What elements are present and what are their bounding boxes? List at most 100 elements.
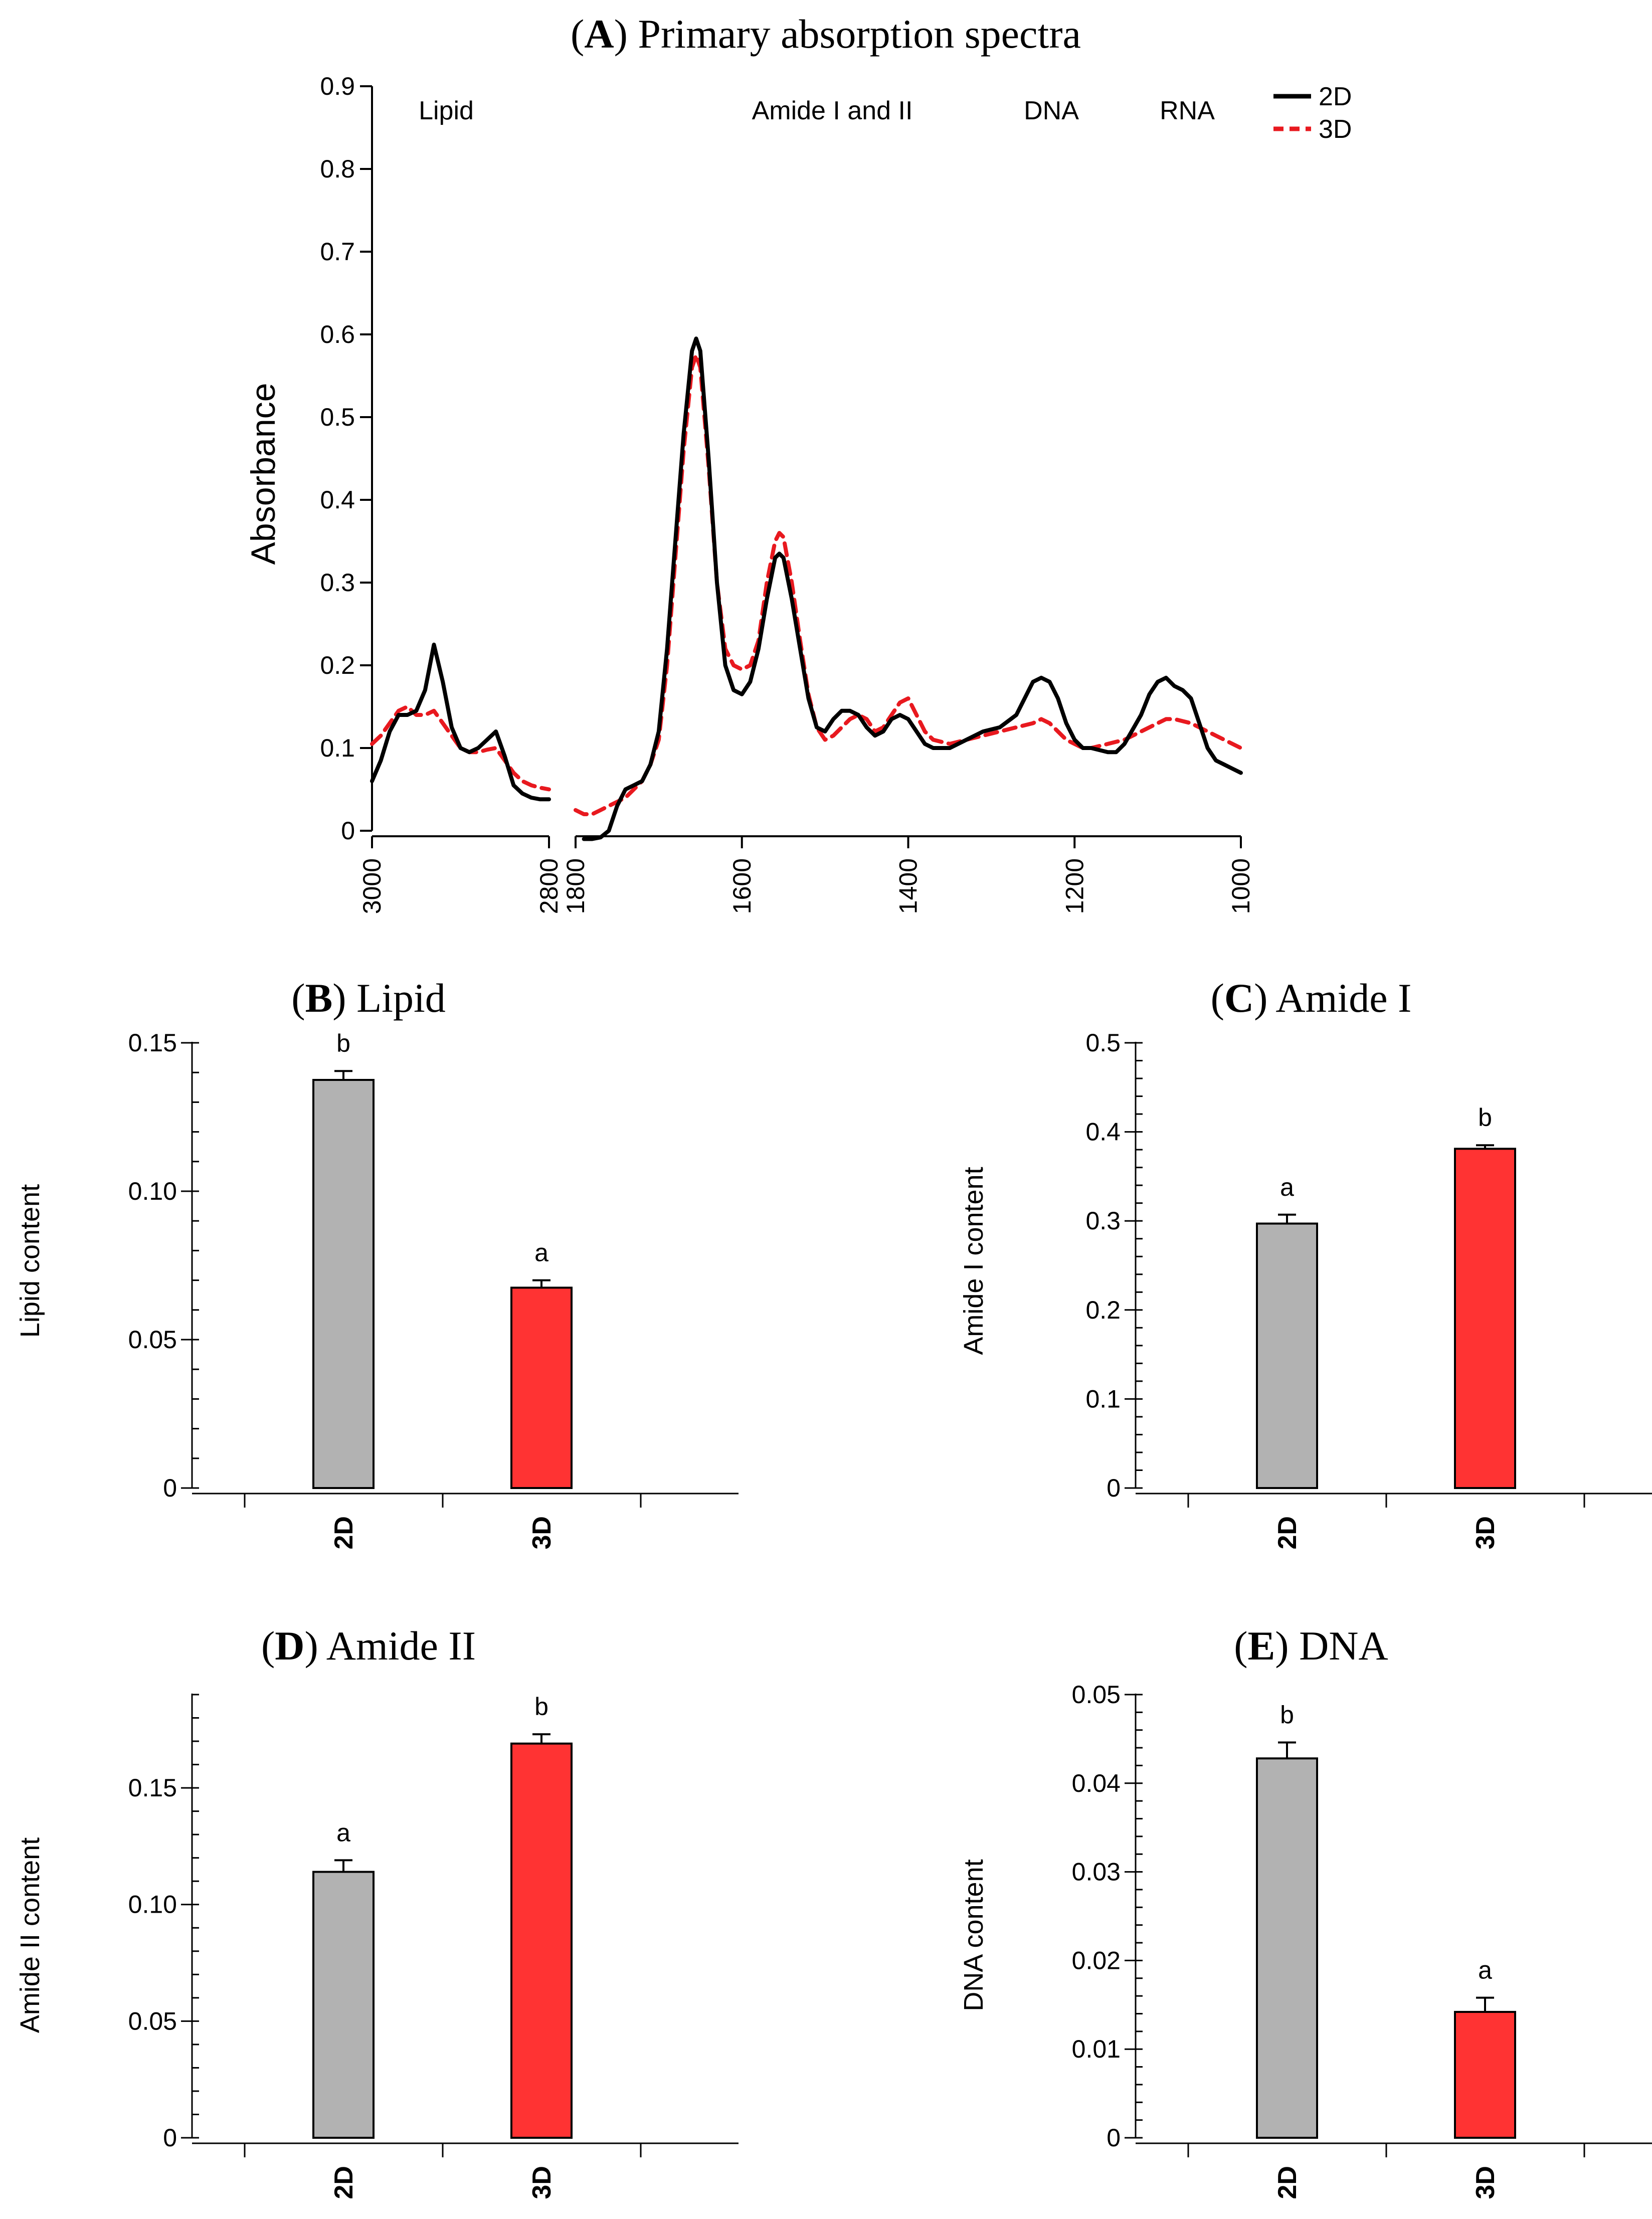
panel-a-absorption-spectra: (A) Primary absorption spectra Absorbanc… (244, 11, 1352, 914)
x-category-label: 3D (1471, 2166, 1500, 2199)
series-line-2d-segment-2 (582, 336, 1243, 841)
significance-letter: b (534, 1693, 548, 1721)
significance-letter: a (1280, 1173, 1294, 1201)
y-tick-label: 0.7 (320, 238, 355, 266)
panel-d-letter: D (275, 1623, 304, 1669)
panel-c-y-axis-label: Amide I content (959, 1167, 989, 1355)
x-tick-label: 1200 (1060, 858, 1088, 914)
panel-a-y-ticks: 0 0.1 0.2 0.3 0.4 0.5 0.6 0.7 0.8 0.9 (320, 72, 372, 845)
x-tick-label: 1000 (1227, 858, 1255, 914)
y-tick-label: 0.04 (1072, 1769, 1121, 1797)
panel-e-letter: E (1248, 1623, 1275, 1669)
panel-b-title: (B) Lipid (291, 975, 445, 1021)
region-label-dna: DNA (1024, 96, 1079, 125)
bar-2d (312, 1871, 375, 2139)
y-tick-label: 0.15 (128, 1774, 177, 1802)
y-tick-label: 0 (163, 1474, 177, 1502)
panel-e-title-text: DNA (1289, 1623, 1388, 1669)
x-category-label: 3D (1471, 1516, 1500, 1549)
panel-c-letter: C (1224, 975, 1254, 1021)
bar-3d (510, 1742, 573, 2139)
x-category-label: 2D (1273, 1516, 1302, 1549)
y-tick-label: 0.2 (1085, 1296, 1121, 1324)
y-tick-label: 0.10 (128, 1177, 177, 1205)
x-category-label: 3D (527, 1516, 557, 1549)
y-tick-label: 0.9 (320, 72, 355, 100)
panel-c-amide-i: (C) Amide I Amide I content 0 0.1 0.2 0.3 0.… (959, 975, 1652, 1549)
y-tick-label: 0.5 (1085, 1029, 1121, 1057)
bar-2d (1256, 1222, 1318, 1490)
y-tick-label: 0.02 (1072, 1946, 1121, 1974)
x-tick-label: 1800 (562, 858, 590, 914)
panel-b-y-axis-label: Lipid content (15, 1184, 45, 1338)
significance-letter: a (534, 1239, 548, 1267)
x-tick-label: 1600 (728, 858, 756, 914)
y-tick-label: 0.15 (128, 1029, 177, 1057)
panel-b-letter: B (305, 975, 333, 1021)
panel-e-dna: (E) DNA DNA content 0 0.01 0.02 0.03 0.04 0.0… (959, 1623, 1652, 2199)
legend-label-2d: 2D (1319, 82, 1352, 111)
y-tick-label: 0.6 (320, 320, 355, 348)
y-tick-label: 0 (1107, 1474, 1121, 1502)
panel-b-title-text: Lipid (346, 975, 446, 1021)
panel-a-title: (A) Primary absorption spectra (571, 11, 1081, 57)
series-line-3d-segment-2 (574, 353, 1243, 816)
panel-d-amide-ii: (D) Amide II Amide II content 0 0.05 0.10 0… (15, 1623, 739, 2199)
y-tick-label: 0.3 (320, 569, 355, 597)
panel-a-y-axis-label: Absorbance (244, 383, 282, 565)
panel-c-title: (C) Amide I (1211, 975, 1412, 1021)
panel-a-region-labels: Lipid Amide I and II DNA RNA (419, 96, 1215, 125)
bar-2d (312, 1079, 375, 1489)
significance-letter: b (336, 1029, 350, 1057)
bar-3d (1454, 2010, 1516, 2139)
panel-a-letter: A (584, 11, 614, 57)
y-tick-label: 0.03 (1072, 1858, 1121, 1886)
region-label-amide: Amide I and II (752, 96, 913, 125)
y-tick-label: 0.1 (320, 734, 355, 762)
y-tick-label: 0.1 (1085, 1385, 1121, 1413)
significance-letter: a (1478, 1956, 1492, 1984)
panel-d-y-axis-label: Amide II content (15, 1837, 45, 2033)
x-category-label: 2D (1273, 2166, 1302, 2199)
y-tick-label: 0.10 (128, 1891, 177, 1919)
x-tick-label: 2800 (535, 858, 563, 914)
y-tick-label: 0.05 (128, 1326, 177, 1354)
y-tick-label: 0.8 (320, 155, 355, 183)
x-category-label: 2D (329, 2166, 358, 2199)
x-category-label: 2D (329, 1516, 358, 1549)
significance-letter: b (1280, 1701, 1294, 1729)
panel-c-title-text: Amide I (1267, 975, 1411, 1021)
y-tick-label: 0.01 (1072, 2035, 1121, 2063)
panel-d-title-text: Amide II (318, 1623, 476, 1669)
panel-e-title: (E) DNA (1234, 1623, 1388, 1669)
y-tick-label: 0.3 (1085, 1207, 1121, 1235)
series-line-2d-segment-1 (370, 642, 551, 802)
y-tick-label: 0.5 (320, 403, 355, 431)
y-tick-label: 0.05 (128, 2007, 177, 2035)
panel-a-legend: 2D 3D (1273, 82, 1352, 144)
series-line-3d-segment-1 (370, 704, 551, 792)
y-tick-label: 0.4 (320, 486, 355, 514)
y-tick-label: 0.05 (1072, 1681, 1121, 1709)
bar-3d (510, 1286, 573, 1489)
bar-3d (1454, 1148, 1516, 1489)
panel-d-title: (D) Amide II (261, 1623, 476, 1669)
panel-a-plot-area (370, 336, 1243, 841)
significance-letter: b (1478, 1103, 1492, 1132)
panel-a-title-text: Primary absorption spectra (628, 11, 1081, 57)
y-tick-label: 0 (341, 817, 355, 845)
y-tick-label: 0 (1107, 2124, 1121, 2152)
y-tick-label: 0.2 (320, 651, 355, 679)
y-tick-label: 0 (163, 2124, 177, 2152)
region-label-rna: RNA (1160, 96, 1215, 125)
region-label-lipid: Lipid (419, 96, 474, 125)
x-tick-label: 3000 (358, 858, 386, 914)
x-tick-label: 1400 (894, 858, 923, 914)
y-tick-label: 0.4 (1085, 1118, 1121, 1146)
significance-letter: a (336, 1818, 350, 1846)
x-category-label: 3D (527, 2166, 557, 2199)
panel-b-lipid: (B) Lipid Lipid content 0 0.05 0.10 0.15 b 2D… (15, 975, 739, 1549)
panel-e-y-axis-label: DNA content (959, 1859, 989, 2011)
